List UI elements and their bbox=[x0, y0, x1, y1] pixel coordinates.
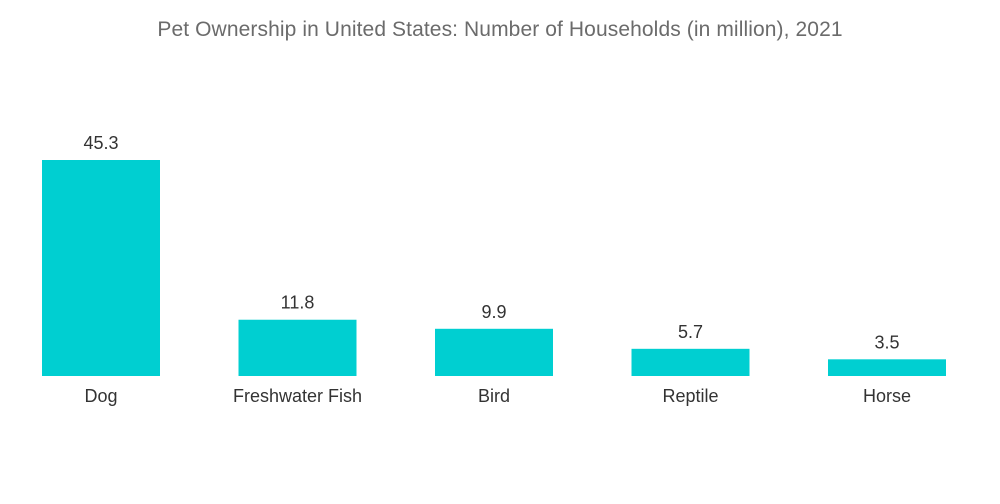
bars-group bbox=[42, 160, 946, 376]
category-label: Freshwater Fish bbox=[233, 386, 362, 406]
value-label: 11.8 bbox=[281, 293, 315, 313]
value-label: 45.3 bbox=[83, 133, 118, 153]
bar-freshwater-fish bbox=[238, 319, 357, 376]
value-label: 5.7 bbox=[678, 322, 703, 342]
bar-dog bbox=[42, 160, 160, 376]
value-label: 3.5 bbox=[874, 332, 899, 352]
value-label: 9.9 bbox=[481, 302, 506, 322]
value-labels-group: 45.3 11.8 9.9 5.7 3.5 bbox=[83, 133, 899, 352]
bar-bird bbox=[435, 328, 553, 376]
bar-horse bbox=[828, 359, 946, 376]
category-label: Dog bbox=[84, 386, 117, 406]
bar-reptile bbox=[631, 348, 750, 376]
category-labels-group: Dog Freshwater Fish Bird Reptile Horse bbox=[84, 386, 911, 406]
chart-title: Pet Ownership in United States: Number o… bbox=[157, 18, 843, 41]
category-label: Reptile bbox=[662, 386, 718, 406]
category-label: Bird bbox=[478, 386, 510, 406]
category-label: Horse bbox=[863, 386, 911, 406]
